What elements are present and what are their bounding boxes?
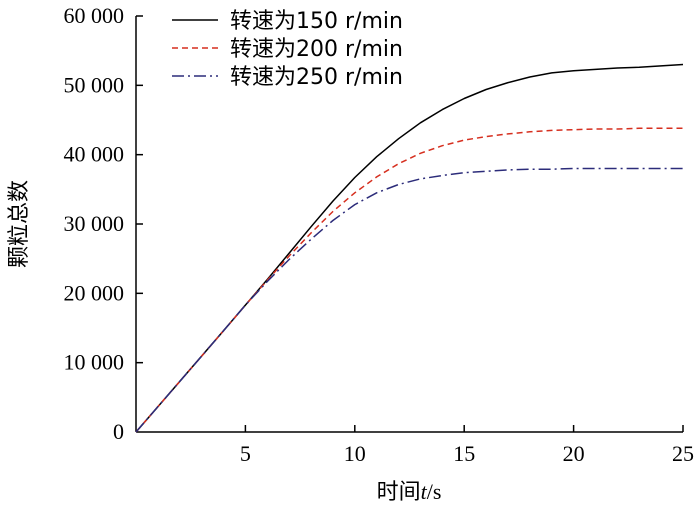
y-tick-label: 20 000 bbox=[64, 280, 125, 305]
series-line-3 bbox=[135, 167, 683, 433]
x-axis-title: 时间t/s bbox=[377, 479, 442, 505]
y-tick-label: 30 000 bbox=[64, 211, 125, 236]
x-tick-label: 25 bbox=[672, 441, 694, 466]
x-tick-label: 20 bbox=[563, 441, 585, 466]
plot-axes bbox=[135, 16, 683, 433]
y-tick-label: 0 bbox=[113, 419, 124, 444]
y-axis-ticks: 0 10 000 20 000 30 000 40 000 50 000 60 000 bbox=[64, 3, 143, 444]
x-tick-label: 10 bbox=[344, 441, 366, 466]
series-line-2 bbox=[135, 127, 683, 433]
legend-label-2: 转速为200 r/min bbox=[230, 37, 403, 62]
x-axis-ticks: 5 10 15 20 25 bbox=[240, 425, 694, 466]
y-tick-label: 60 000 bbox=[64, 3, 125, 28]
series-line-1 bbox=[135, 63, 684, 433]
y-tick-label: 10 000 bbox=[64, 350, 125, 375]
x-tick-label: 15 bbox=[453, 441, 475, 466]
x-tick-label: 5 bbox=[240, 441, 251, 466]
y-tick-label: 50 000 bbox=[64, 72, 125, 97]
y-tick-label: 40 000 bbox=[64, 142, 125, 167]
legend: 转速为150 r/min 转速为200 r/min 转速为250 r/min bbox=[172, 9, 403, 90]
legend-label-3: 转速为250 r/min bbox=[230, 65, 403, 90]
series-lines bbox=[135, 63, 684, 433]
legend-label-1: 转速为150 r/min bbox=[230, 9, 403, 34]
y-axis-title: 颗粒总数 bbox=[7, 180, 32, 268]
